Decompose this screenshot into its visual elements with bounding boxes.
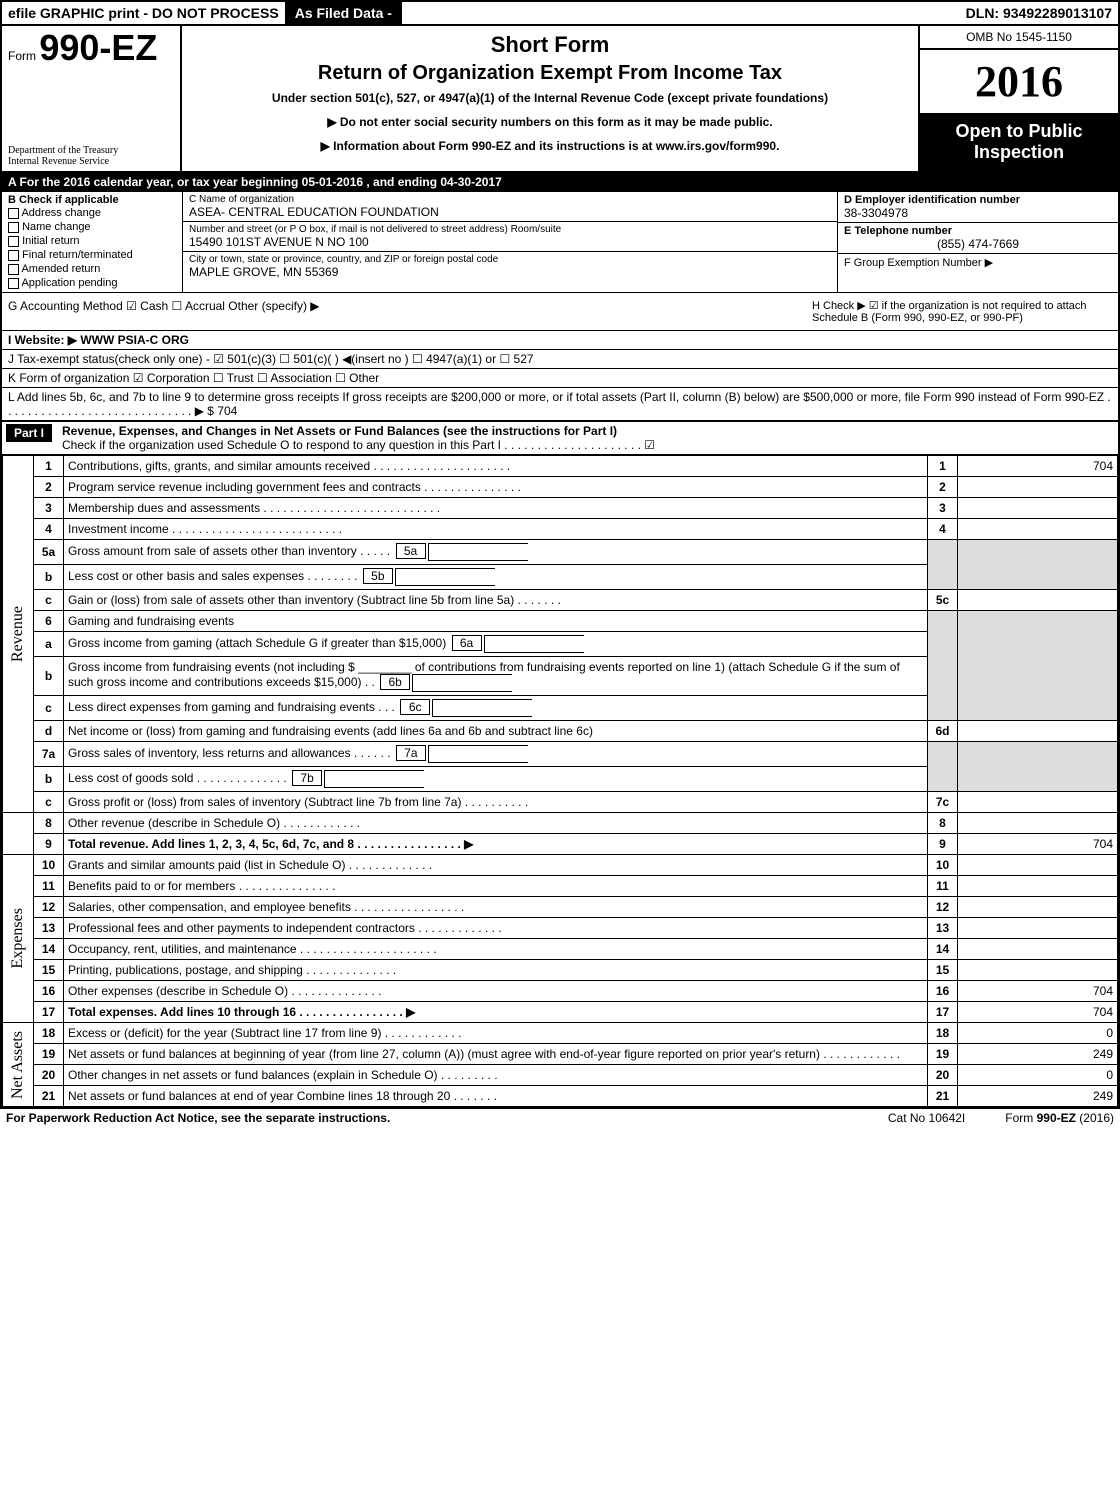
address-label: Number and street (or P O box, if mail i…: [189, 224, 831, 235]
line-9-desc: Total revenue. Add lines 1, 2, 3, 4, 5c,…: [64, 834, 928, 855]
phone-label: E Telephone number: [844, 225, 1112, 237]
line-2-amt: [958, 477, 1118, 498]
part-1-label: Part I: [6, 424, 52, 442]
footer-left: For Paperwork Reduction Act Notice, see …: [6, 1111, 390, 1125]
cb-address-change[interactable]: Address change: [8, 206, 176, 220]
form-title-1: Short Form: [190, 32, 910, 58]
line-7c-desc: Gross profit or (loss) from sales of inv…: [64, 792, 928, 813]
cb-initial-return[interactable]: Initial return: [8, 234, 176, 248]
omb-number: OMB No 1545-1150: [920, 26, 1118, 50]
line-j: J Tax-exempt status(check only one) - ☑ …: [2, 350, 1118, 369]
cb-amended-return[interactable]: Amended return: [8, 262, 176, 276]
form-prefix: Form: [8, 49, 36, 63]
line-g: G Accounting Method ☑ Cash ☐ Accrual Oth…: [8, 299, 812, 324]
org-name: ASEA- CENTRAL EDUCATION FOUNDATION: [189, 205, 831, 219]
line-9-amt: 704: [958, 834, 1118, 855]
section-b: B Check if applicable Address change Nam…: [2, 192, 182, 292]
header-left: Form 990-EZ Department of the Treasury I…: [2, 26, 182, 171]
cb-application-pending[interactable]: Application pending: [8, 276, 176, 290]
line-k: K Form of organization ☑ Corporation ☐ T…: [2, 369, 1118, 388]
form-container: efile GRAPHIC print - DO NOT PROCESS As …: [0, 0, 1120, 1109]
city-label: City or town, state or province, country…: [189, 254, 831, 265]
line-21-amt: 249: [958, 1086, 1118, 1107]
line-6a-desc: Gross income from gaming (attach Schedul…: [64, 632, 928, 657]
line-6-desc: Gaming and fundraising events: [64, 611, 928, 632]
address: 15490 101ST AVENUE N NO 100: [189, 235, 831, 249]
ein: 38-3304978: [844, 206, 1112, 220]
group-exemption-label: F Group Exemption Number ▶: [844, 256, 1112, 269]
netassets-side-label: Net Assets: [3, 1023, 34, 1107]
section-bcdef: B Check if applicable Address change Nam…: [2, 192, 1118, 293]
part-1-header-row: Part I Revenue, Expenses, and Changes in…: [2, 422, 1118, 455]
section-c: C Name of organization ASEA- CENTRAL EDU…: [182, 192, 838, 292]
line-2-desc: Program service revenue including govern…: [64, 477, 928, 498]
as-filed-label: As Filed Data -: [285, 2, 402, 24]
section-b-title: B Check if applicable: [8, 194, 176, 206]
line-i: I Website: ▶ WWW PSIA-C ORG: [2, 331, 1118, 350]
dln-number: DLN: 93492289013107: [960, 2, 1118, 24]
phone: (855) 474-7669: [844, 237, 1112, 251]
line-6c-desc: Less direct expenses from gaming and fun…: [64, 696, 928, 721]
header-right: OMB No 1545-1150 2016 Open to Public Ins…: [918, 26, 1118, 171]
line-4-desc: Investment income . . . . . . . . . . . …: [64, 519, 928, 540]
part-1-table: Revenue 1 Contributions, gifts, grants, …: [2, 455, 1118, 1107]
line-5b-desc: Less cost or other basis and sales expen…: [64, 565, 928, 590]
line-6b-desc: Gross income from fundraising events (no…: [64, 657, 928, 696]
revenue-side-label: Revenue: [3, 456, 34, 813]
line-a: A For the 2016 calendar year, or tax yea…: [2, 173, 1118, 192]
line-7b-desc: Less cost of goods sold . . . . . . . . …: [64, 767, 928, 792]
line-1-amt: 704: [958, 456, 1118, 477]
header-mid: Short Form Return of Organization Exempt…: [182, 26, 918, 171]
line-1-box: 1: [928, 456, 958, 477]
ein-label: D Employer identification number: [844, 194, 1112, 206]
line-5c-desc: Gain or (loss) from sale of assets other…: [64, 590, 928, 611]
form-header: Form 990-EZ Department of the Treasury I…: [2, 26, 1118, 173]
line-20-amt: 0: [958, 1065, 1118, 1086]
expenses-side-label: Expenses: [3, 855, 34, 1023]
form-title-2: Return of Organization Exempt From Incom…: [190, 62, 910, 85]
cb-name-change[interactable]: Name change: [8, 220, 176, 234]
footer-cat-no: Cat No 10642I: [888, 1111, 965, 1125]
line-5a-desc: Gross amount from sale of assets other t…: [64, 540, 928, 565]
part-1-title: Revenue, Expenses, and Changes in Net As…: [62, 424, 617, 438]
cb-final-return[interactable]: Final return/terminated: [8, 248, 176, 262]
line-10-desc: Grants and similar amounts paid (list in…: [64, 855, 928, 876]
top-bar: efile GRAPHIC print - DO NOT PROCESS As …: [2, 2, 1118, 26]
form-number: 990-EZ: [39, 27, 157, 68]
line-17-amt: 704: [958, 1002, 1118, 1023]
department-info: Department of the Treasury Internal Reve…: [8, 145, 174, 167]
form-instruction-2: ▶ Information about Form 990-EZ and its …: [190, 139, 910, 153]
open-to-public: Open to Public Inspection: [920, 113, 1118, 171]
line-8-desc: Other revenue (describe in Schedule O) .…: [64, 813, 928, 834]
line-7a-desc: Gross sales of inventory, less returns a…: [64, 742, 928, 767]
footer: For Paperwork Reduction Act Notice, see …: [0, 1109, 1120, 1127]
city: MAPLE GROVE, MN 55369: [189, 265, 831, 279]
section-def: D Employer identification number 38-3304…: [838, 192, 1118, 292]
efile-notice: efile GRAPHIC print - DO NOT PROCESS: [2, 2, 285, 24]
line-18-amt: 0: [958, 1023, 1118, 1044]
line-3-desc: Membership dues and assessments . . . . …: [64, 498, 928, 519]
line-1-desc: Contributions, gifts, grants, and simila…: [64, 456, 928, 477]
line-6d-desc: Net income or (loss) from gaming and fun…: [64, 721, 928, 742]
footer-form-ref: Form 990-EZ (2016): [1005, 1111, 1114, 1125]
tax-year: 2016: [920, 50, 1118, 113]
line-19-amt: 249: [958, 1044, 1118, 1065]
form-subtitle: Under section 501(c), 527, or 4947(a)(1)…: [190, 91, 910, 105]
part-1-sub: Check if the organization used Schedule …: [62, 438, 655, 452]
line-g-h: G Accounting Method ☑ Cash ☐ Accrual Oth…: [2, 293, 1118, 331]
form-instruction-1: ▶ Do not enter social security numbers o…: [190, 115, 910, 129]
org-name-label: C Name of organization: [189, 194, 831, 205]
line-l: L Add lines 5b, 6c, and 7b to line 9 to …: [2, 388, 1118, 422]
line-16-amt: 704: [958, 981, 1118, 1002]
line-1-num: 1: [34, 456, 64, 477]
line-h: H Check ▶ ☑ if the organization is not r…: [812, 299, 1112, 324]
